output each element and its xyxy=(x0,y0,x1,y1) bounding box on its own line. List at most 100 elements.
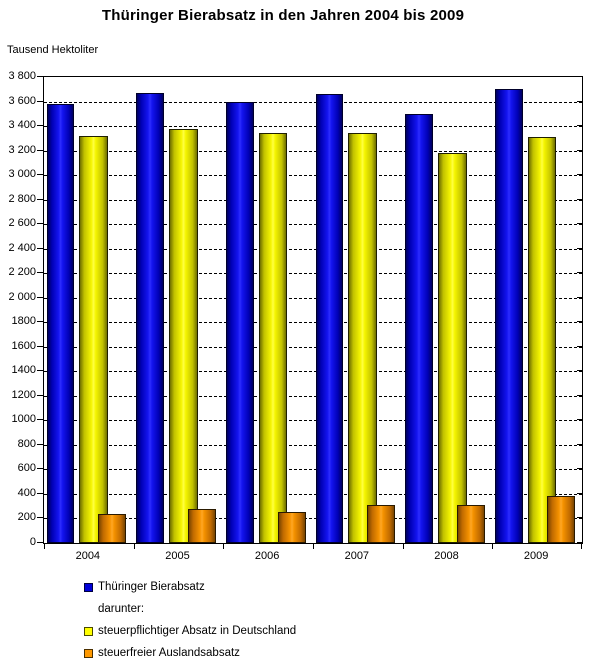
y-axis-tick xyxy=(577,296,582,298)
bar-yellow-2004 xyxy=(79,135,109,543)
y-axis-tick xyxy=(577,492,582,494)
bar-group-2007 xyxy=(313,77,403,543)
y-axis-tick xyxy=(37,517,43,519)
y-axis-tick xyxy=(577,125,582,127)
bar-yellow-2007 xyxy=(348,133,378,543)
y-axis-tick-label: 3 000 xyxy=(8,168,36,181)
y-axis-tick-label: 2 400 xyxy=(8,241,36,254)
chart-title: Thüringer Bierabsatz in den Jahren 2004 … xyxy=(101,7,465,24)
y-axis-tick xyxy=(577,443,582,445)
bar-orange-2008 xyxy=(456,504,486,543)
plot-area xyxy=(37,76,583,549)
x-axis-label-2005: 2005 xyxy=(165,550,190,562)
bar-orange-2009 xyxy=(546,496,575,543)
y-axis-tick-label: 1400 xyxy=(11,364,36,377)
y-axis-tick-label: 800 xyxy=(17,437,36,450)
y-axis-tick xyxy=(37,492,43,494)
gridline xyxy=(44,150,582,152)
y-axis-tick-label: 1200 xyxy=(11,388,36,401)
bar-orange-2004 xyxy=(98,513,127,543)
y-axis-tick xyxy=(577,149,582,151)
gridline xyxy=(44,518,582,520)
bar-yellow-2008 xyxy=(438,153,467,543)
bar-orange-2007 xyxy=(367,504,396,543)
gridline xyxy=(44,248,582,250)
y-axis-tick xyxy=(37,321,43,323)
y-axis-tick-label: 1000 xyxy=(11,413,36,426)
gridline xyxy=(44,493,582,495)
bar-group-2008 xyxy=(403,77,493,543)
bar-group-2004 xyxy=(44,77,134,543)
x-axis-tick xyxy=(581,544,582,549)
y-axis-tick xyxy=(577,321,582,323)
y-axis-tick-label: 1800 xyxy=(11,315,36,328)
y-axis-tick-label: 3 400 xyxy=(8,119,36,132)
x-axis-tick xyxy=(133,544,135,549)
y-axis-tick-label: 3 800 xyxy=(8,70,36,82)
y-axis-tick xyxy=(37,419,43,421)
gridline xyxy=(44,469,582,471)
legend-row: darunter: xyxy=(84,601,296,617)
y-axis-tick xyxy=(577,100,582,102)
bar-yellow-2005 xyxy=(169,128,198,543)
x-axis-label-2009: 2009 xyxy=(523,550,549,562)
gridline xyxy=(44,346,582,348)
bar-group-2005 xyxy=(134,77,224,543)
bar-blue-2007 xyxy=(315,94,344,543)
x-axis-label-2006: 2006 xyxy=(254,550,280,562)
y-axis-tick xyxy=(37,174,43,176)
y-axis-tick-label: 2 200 xyxy=(8,266,36,279)
legend-row: steuerfreier Auslandsabsatz xyxy=(84,645,296,661)
legend-swatch-yellow-icon xyxy=(84,626,93,636)
y-axis-tick xyxy=(37,468,43,470)
bar-blue-2006 xyxy=(226,101,254,543)
y-axis-tick-label: 3 200 xyxy=(8,143,36,156)
bar-group-2006 xyxy=(223,77,313,543)
y-axis-tick xyxy=(37,370,43,372)
bar-blue-2008 xyxy=(405,113,434,543)
y-axis-tick xyxy=(37,272,43,274)
y-axis-tick xyxy=(577,394,582,396)
bar-blue-2005 xyxy=(136,92,165,543)
gridline xyxy=(44,101,582,103)
y-axis-tick xyxy=(37,443,43,445)
y-axis-tick xyxy=(37,125,43,127)
y-axis-tick xyxy=(577,345,582,347)
gridline xyxy=(44,126,582,128)
y-axis-tick xyxy=(37,247,43,249)
y-axis-tick-label: 2 800 xyxy=(8,192,36,205)
x-axis-label-2004: 2004 xyxy=(75,550,101,562)
y-axis-tick-label: 1600 xyxy=(11,339,36,352)
x-axis-tick xyxy=(492,544,494,549)
y-axis-tick xyxy=(37,223,43,225)
bar-yellow-2009 xyxy=(527,137,557,543)
bar-group-2009 xyxy=(492,77,582,543)
y-axis-tick xyxy=(37,76,43,77)
y-axis-tick-label: 2 600 xyxy=(8,217,36,230)
y-axis-tick xyxy=(577,223,582,225)
y-axis-tick xyxy=(37,296,43,298)
gridline xyxy=(44,199,582,201)
bar-blue-2009 xyxy=(495,89,523,543)
x-axis-tick xyxy=(223,544,225,549)
gridline xyxy=(44,175,582,177)
y-axis-unit-label: Tausend Hektoliter xyxy=(7,44,99,56)
y-axis-tick-label: 400 xyxy=(17,486,36,499)
gridline xyxy=(44,322,582,324)
legend-label: steuerpflichtiger Absatz in Deutschland xyxy=(98,625,297,637)
legend-swatch-orange-icon xyxy=(84,648,93,658)
y-axis-tick xyxy=(37,394,43,396)
bar-orange-2006 xyxy=(277,512,306,543)
legend: Thüringer Bierabsatz darunter: steuerpflic… xyxy=(84,579,296,667)
y-axis-tick xyxy=(37,100,43,102)
y-axis-tick xyxy=(577,419,582,421)
y-axis-tick xyxy=(577,247,582,249)
y-axis-tick-label: 200 xyxy=(17,511,36,524)
legend-row: steuerpflichtiger Absatz in Deutschland xyxy=(84,623,296,639)
x-axis-tick xyxy=(44,544,45,549)
gridline xyxy=(44,224,582,226)
y-axis-tick xyxy=(577,198,582,200)
x-axis-tick xyxy=(402,544,404,549)
y-axis-tick xyxy=(577,370,582,372)
